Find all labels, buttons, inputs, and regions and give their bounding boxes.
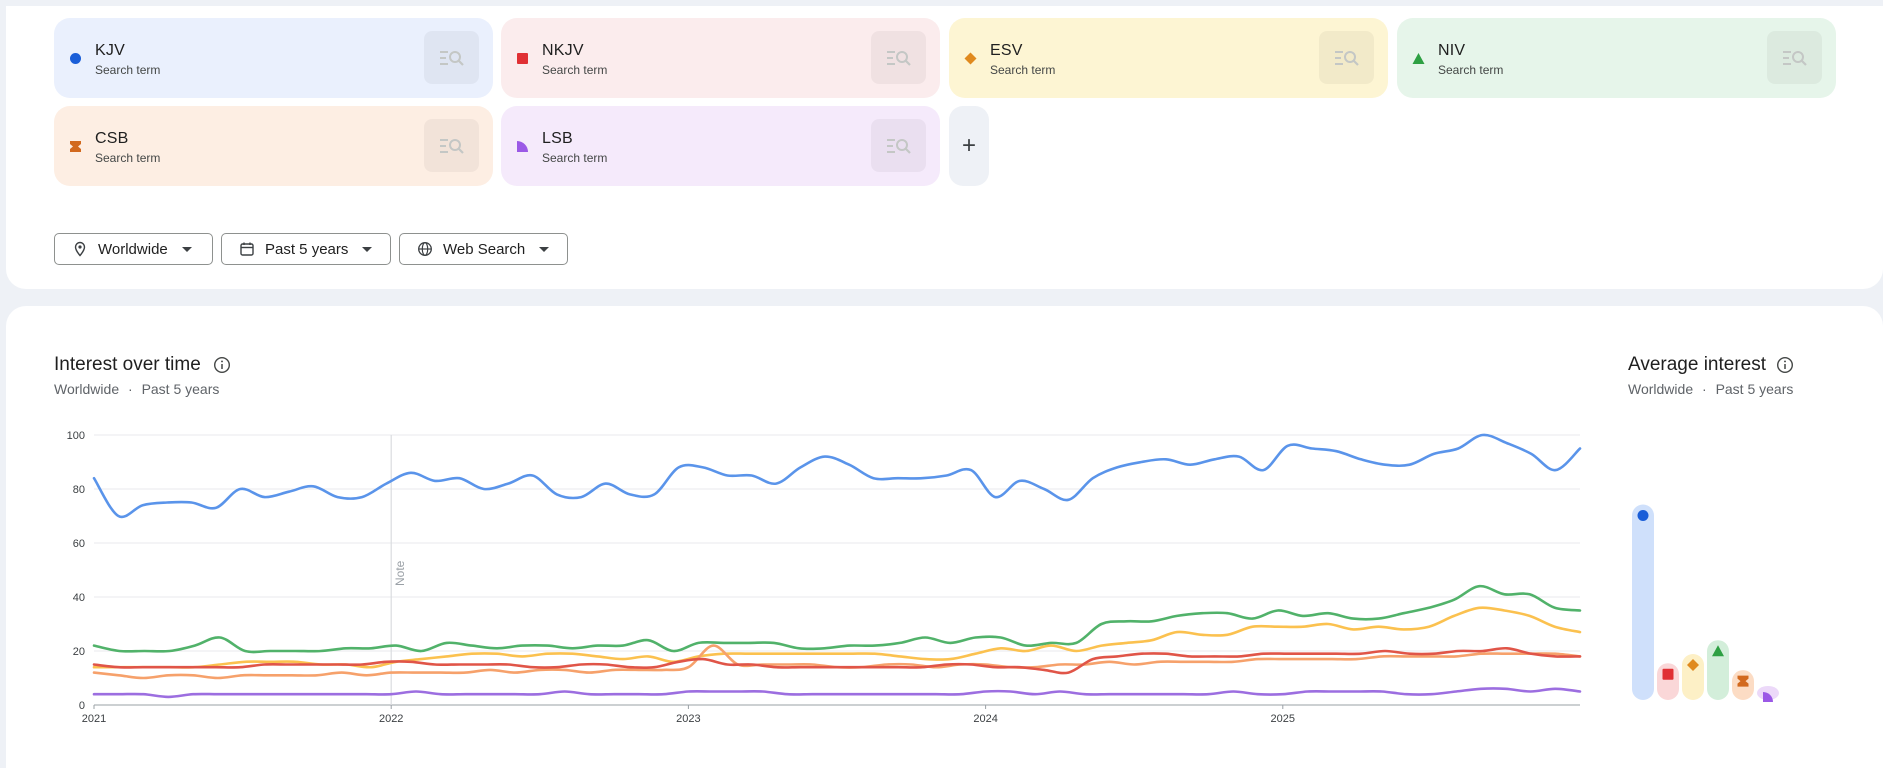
series-line-niv	[92, 584, 1582, 654]
search-list-icon	[439, 138, 464, 154]
term-card-nkjv[interactable]: NKJV Search term	[501, 18, 940, 98]
average-interest-title: Average interest	[1628, 354, 1767, 375]
y-tick-label: 60	[73, 538, 85, 550]
time-range-filter[interactable]: Past 5 years	[221, 233, 391, 265]
term-search-button[interactable]	[871, 119, 926, 172]
interest-over-time-title: Interest over time	[54, 354, 201, 375]
average-subtitle: Worldwide · Past 5 years	[1628, 381, 1793, 397]
y-tick-label: 100	[67, 430, 85, 442]
info-icon[interactable]	[1776, 356, 1794, 374]
location-pin-icon	[74, 241, 86, 257]
term-search-button[interactable]	[424, 31, 479, 84]
chevron-down-icon	[181, 246, 192, 252]
term-name: LSB	[542, 130, 573, 147]
y-tick-label: 40	[73, 592, 85, 604]
square-marker-icon	[517, 53, 528, 64]
series-line-lsb	[92, 687, 1582, 699]
interest-region: Worldwide	[54, 381, 120, 397]
average-bar-niv	[1707, 640, 1729, 700]
interest-separator: ·	[128, 381, 133, 397]
quarter-marker-icon	[517, 141, 528, 152]
term-type-label: Search term	[990, 63, 1056, 77]
x-tick-label: 2023	[676, 713, 700, 725]
term-search-button[interactable]	[1767, 31, 1822, 84]
average-separator: ·	[1702, 381, 1707, 397]
term-type-label: Search term	[1438, 63, 1504, 77]
x-tick-label: 2024	[973, 713, 997, 725]
term-type-label: Search term	[542, 151, 608, 165]
triangle-marker-icon	[1412, 53, 1425, 64]
term-name: CSB	[95, 130, 129, 147]
diamond-marker-icon	[964, 52, 977, 65]
info-icon[interactable]	[213, 356, 231, 374]
y-tick-label: 20	[73, 646, 85, 658]
search-list-icon	[886, 138, 911, 154]
term-search-button[interactable]	[424, 119, 479, 172]
average-bar-lsb	[1757, 686, 1779, 700]
term-card-esv[interactable]: ESV Search term	[949, 18, 1388, 98]
add-term-button[interactable]: +	[949, 106, 989, 186]
y-tick-label: 80	[73, 484, 85, 496]
term-card-lsb[interactable]: LSB Search term	[501, 106, 940, 186]
bowtie-marker-icon	[70, 141, 81, 152]
chevron-down-icon	[362, 246, 373, 252]
search-type-filter-label: Web Search	[443, 240, 526, 258]
x-tick-label: 2025	[1271, 713, 1295, 725]
term-type-label: Search term	[95, 151, 161, 165]
interest-subtitle: Worldwide · Past 5 years	[54, 381, 219, 397]
term-search-button[interactable]	[1319, 31, 1374, 84]
term-name: NKJV	[542, 42, 584, 59]
x-tick-label: 2022	[379, 713, 403, 725]
average-period: Past 5 years	[1715, 381, 1794, 397]
term-type-label: Search term	[95, 63, 161, 77]
chevron-down-icon	[539, 246, 550, 252]
term-type-label: Search term	[542, 63, 608, 77]
average-marker	[1763, 692, 1773, 702]
search-type-filter[interactable]: Web Search	[399, 233, 568, 265]
term-card-niv[interactable]: NIV Search term	[1397, 18, 1836, 98]
note-label: Note	[393, 560, 407, 586]
plus-icon: +	[961, 132, 976, 159]
x-tick-label: 2021	[82, 713, 106, 725]
average-marker	[1712, 645, 1724, 657]
term-card-csb[interactable]: CSB Search term	[54, 106, 493, 186]
series-line-nkjv	[92, 646, 1582, 675]
average-region: Worldwide	[1628, 381, 1694, 397]
interest-period: Past 5 years	[141, 381, 220, 397]
term-search-button[interactable]	[871, 31, 926, 84]
region-filter-label: Worldwide	[98, 240, 168, 258]
calendar-icon	[240, 242, 254, 256]
average-bar-kjv	[1632, 504, 1654, 700]
term-name: NIV	[1438, 42, 1466, 59]
average-marker	[1662, 668, 1674, 680]
average-marker	[1737, 675, 1749, 687]
y-tick-label: 0	[79, 700, 85, 712]
search-list-icon	[439, 50, 464, 66]
term-name: KJV	[95, 42, 125, 59]
term-name: ESV	[990, 42, 1023, 59]
search-list-icon	[886, 50, 911, 66]
average-marker	[1637, 510, 1649, 521]
globe-icon	[418, 242, 432, 256]
region-filter[interactable]: Worldwide	[54, 233, 213, 265]
search-list-icon	[1334, 50, 1359, 66]
search-list-icon	[1782, 50, 1807, 66]
time-range-filter-label: Past 5 years	[265, 240, 349, 258]
series-line-kjv	[92, 433, 1582, 519]
circle-marker-icon	[70, 53, 81, 64]
term-card-kjv[interactable]: KJV Search term	[54, 18, 493, 98]
average-marker	[1687, 659, 1699, 671]
